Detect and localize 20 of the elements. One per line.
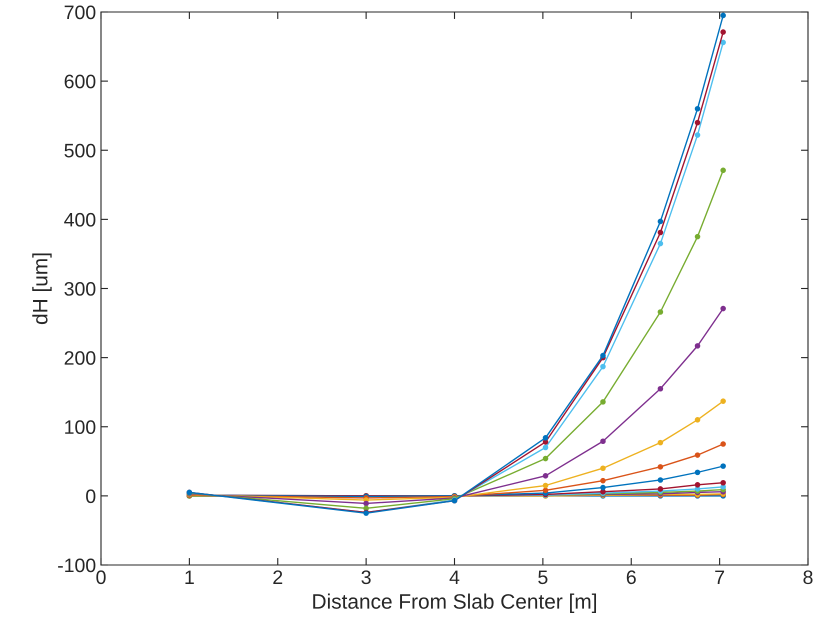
y-tick-label: 600 xyxy=(64,74,96,88)
y-axis-title: dH [um] xyxy=(32,254,52,324)
x-tick-label: 2 xyxy=(273,570,282,584)
y-tick-label: 200 xyxy=(64,351,96,365)
x-tick-label: 6 xyxy=(626,570,636,584)
x-tick-label: 4 xyxy=(450,570,460,584)
x-tick-label: 1 xyxy=(185,570,194,584)
y-tick-label: 700 xyxy=(64,5,96,20)
y-tick-label: 400 xyxy=(64,212,96,227)
x-tick-label: 8 xyxy=(803,570,813,584)
x-tick-label: 5 xyxy=(538,570,548,584)
x-tick-label: 0 xyxy=(96,570,106,584)
y-tick-label: 300 xyxy=(64,282,96,296)
y-tick-label: 0 xyxy=(86,489,96,504)
y-tick-label: 100 xyxy=(65,420,96,434)
x-tick-label: 7 xyxy=(715,570,724,584)
x-tick-label: 3 xyxy=(361,570,371,584)
x-axis-title: Distance From Slab Center [m] xyxy=(313,594,596,613)
y-tick-label: 500 xyxy=(64,144,96,158)
y-tick-label: -100 xyxy=(58,558,96,572)
